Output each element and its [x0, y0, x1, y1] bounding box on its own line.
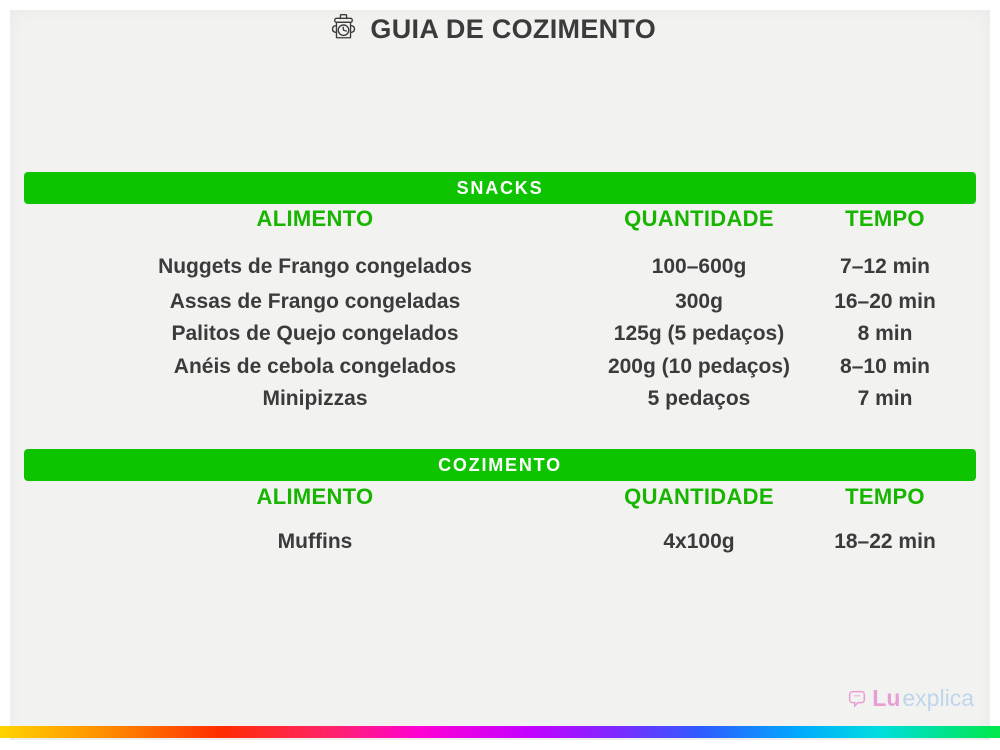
svg-text:””: ”” — [854, 694, 860, 701]
